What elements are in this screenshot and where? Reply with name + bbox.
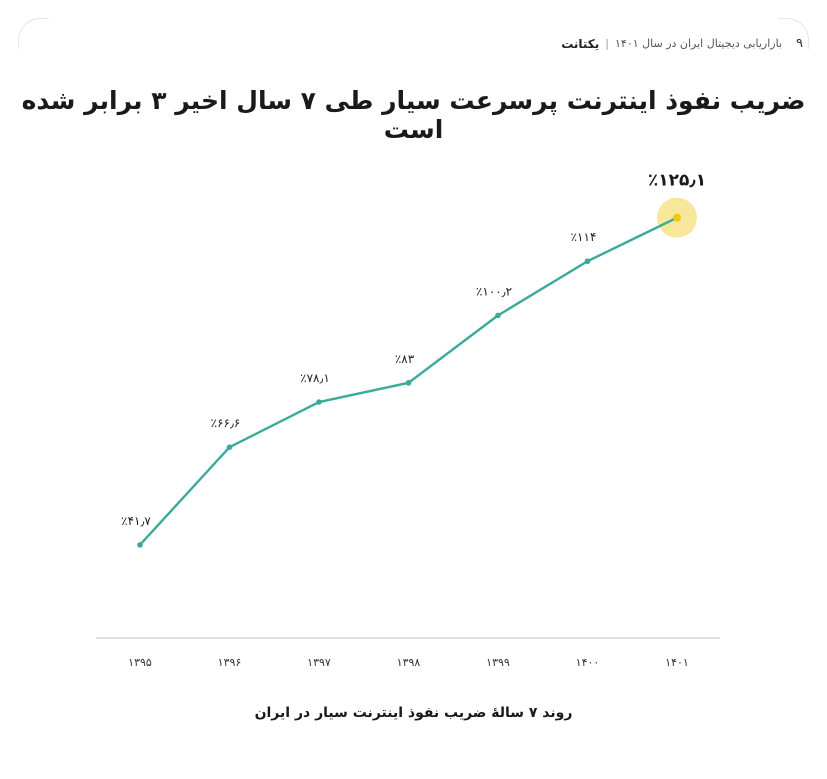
- x-tick-label: ۱۴۰۱: [665, 656, 689, 669]
- x-tick-label: ۱۳۹۹: [486, 656, 510, 669]
- data-point: [137, 542, 143, 548]
- data-label: ٪۱۰۰٫۲: [476, 284, 512, 298]
- data-point: [495, 312, 501, 319]
- x-tick-label: ۱۳۹۷: [307, 656, 331, 669]
- data-label: ٪۴۱٫۷: [121, 514, 151, 528]
- data-label: ٪۸۳: [395, 352, 415, 366]
- report-title: بازاریابی دیجیتال ایران در سال ۱۴۰۱: [615, 37, 783, 50]
- chart-caption: روند ۷ سالهٔ ضریب نفوذ اینترنت سیار در ا…: [254, 705, 573, 721]
- report-title-group: بازاریابی دیجیتال ایران در سال ۱۴۰۱ | یک…: [561, 37, 782, 51]
- chart-title: ضریب نفوذ اینترنت پرسرعت سیار طی ۷ سال ا…: [21, 86, 806, 144]
- page-corner-top-left: [18, 18, 49, 49]
- data-point: [226, 444, 233, 450]
- data-label: ٪۱۲۵٫۱: [648, 171, 706, 191]
- data-point: [316, 399, 322, 405]
- header-separator: |: [605, 37, 610, 50]
- x-tick-label: ۱۳۹۶: [218, 656, 242, 669]
- page-header: ۹ بازاریابی دیجیتال ایران در سال ۱۴۰۱ | …: [561, 36, 803, 51]
- x-tick-label: ۱۴۰۰: [576, 656, 600, 669]
- data-point: [405, 380, 412, 386]
- page-number: ۹: [796, 36, 803, 51]
- x-tick-label: ۱۳۹۵: [128, 656, 152, 669]
- data-label: ٪۱۱۴: [571, 230, 597, 244]
- data-label: ٪۶۶٫۶: [211, 416, 241, 430]
- data-label: ٪۷۸٫۱: [300, 371, 330, 385]
- x-tick-label: ۱۳۹۸: [397, 656, 421, 669]
- brand-logo: یکتانت: [561, 36, 600, 51]
- data-point: [584, 258, 591, 265]
- data-point: [673, 213, 681, 222]
